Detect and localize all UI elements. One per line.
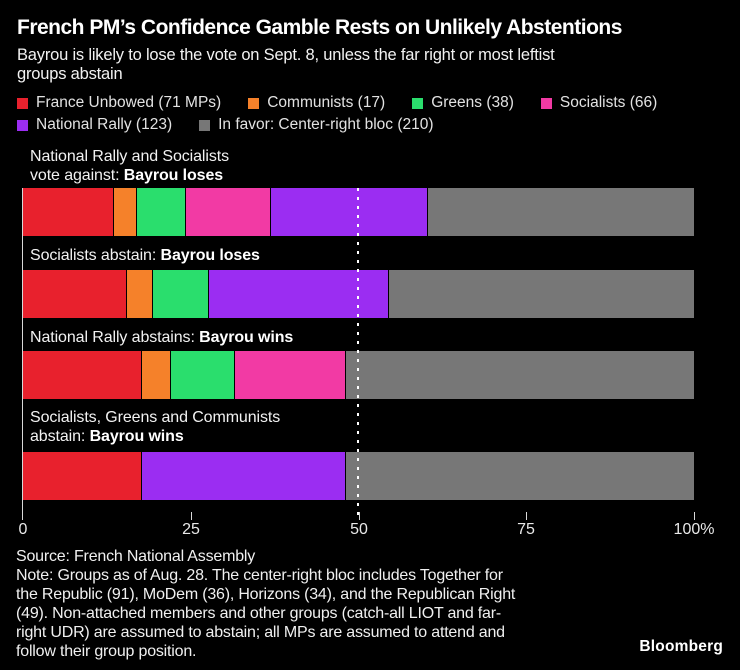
bar-segment-greens bbox=[136, 188, 185, 236]
note-line-5: follow their group position. bbox=[16, 643, 197, 660]
note-line-4: right UDR) are assumed to abstain; all M… bbox=[16, 624, 505, 641]
bar-segment-greens bbox=[171, 351, 235, 399]
bar-segment-france-unbowed bbox=[23, 270, 127, 318]
legend-label: France Unbowed (71 MPs) bbox=[36, 94, 222, 111]
subtitle-line-1: Bayrou is likely to lose the vote on Sep… bbox=[17, 46, 555, 64]
bar-segment-communists bbox=[141, 351, 170, 399]
x-axis-tick-label-25: 25 bbox=[182, 521, 200, 538]
bar-segment-france-unbowed bbox=[23, 188, 114, 236]
x-axis-tick-label-100: 100% bbox=[673, 521, 715, 538]
stacked-bar-4 bbox=[23, 452, 694, 500]
bar-segment-communists bbox=[114, 188, 136, 236]
legend-label: Greens (38) bbox=[431, 94, 514, 111]
bloomberg-logo: Bloomberg bbox=[639, 638, 723, 655]
bar-segment-national-rally bbox=[209, 270, 388, 318]
note-line-2: the Republic (91), MoDem (36), Horizons … bbox=[16, 586, 516, 603]
y-axis-line bbox=[22, 188, 23, 520]
scenario-label-1: National Rally and Socialists vote agains… bbox=[30, 148, 229, 184]
x-axis-tick-label-50: 50 bbox=[350, 521, 368, 538]
x-axis-tick-75 bbox=[526, 512, 527, 520]
stacked-bar-1 bbox=[23, 188, 694, 236]
bar-segment-center-right bbox=[346, 452, 694, 500]
bar-segment-france-unbowed bbox=[23, 351, 141, 399]
bar-segment-socialists bbox=[185, 188, 270, 236]
bar-segment-greens bbox=[152, 270, 209, 318]
bar-segment-communists bbox=[127, 270, 152, 318]
legend-item-greens: Greens (38) bbox=[412, 92, 514, 114]
x-axis-tick-50 bbox=[359, 512, 360, 520]
x-axis-tick-100 bbox=[694, 512, 695, 520]
bar-segment-france-unbowed bbox=[23, 452, 141, 500]
bar-segment-center-right bbox=[427, 188, 694, 236]
legend-item-socialists: Socialists (66) bbox=[540, 92, 658, 114]
bar-segment-socialists bbox=[235, 351, 345, 399]
legend-item-national-rally: National Rally (123) bbox=[17, 114, 172, 136]
bar-segment-national-rally bbox=[141, 452, 346, 500]
legend-swatch-icon bbox=[17, 97, 28, 109]
legend-row: National Rally (123) In favor: Center-rig… bbox=[17, 114, 657, 136]
legend-swatch-icon bbox=[199, 119, 211, 131]
scenario-label-3: National Rally abstains: Bayrou wins bbox=[30, 329, 294, 346]
x-axis-tick-label-0: 0 bbox=[18, 521, 28, 538]
legend-swatch-icon bbox=[540, 97, 552, 109]
chart-subtitle: Bayrou is likely to lose the vote on Sep… bbox=[17, 46, 555, 84]
scenario-label-2: Socialists abstain: Bayrou loses bbox=[30, 247, 260, 264]
note-line-1: Note: Groups as of Aug. 28. The center-r… bbox=[16, 567, 503, 584]
legend-swatch-icon bbox=[412, 97, 424, 109]
legend-swatch-icon bbox=[17, 119, 28, 131]
bar-segment-national-rally bbox=[270, 188, 427, 236]
stacked-bar-2 bbox=[23, 270, 694, 318]
legend-label: In favor: Center-right bloc (210) bbox=[218, 116, 434, 133]
x-axis-tick-25 bbox=[191, 512, 192, 520]
bar-segment-center-right bbox=[345, 351, 694, 399]
legend-item-communists: Communists (17) bbox=[248, 92, 385, 114]
legend: France Unbowed (71 MPs) Communists (17) Gr… bbox=[17, 92, 657, 136]
legend-row: France Unbowed (71 MPs) Communists (17) Gr… bbox=[17, 92, 657, 114]
source-line: Source: French National Assembly bbox=[16, 548, 256, 565]
page-title: French PM’s Confidence Gamble Rests on U… bbox=[17, 16, 622, 39]
legend-item-center-right: In favor: Center-right bloc (210) bbox=[199, 114, 434, 136]
subtitle-line-2: groups abstain bbox=[17, 65, 123, 83]
bar-segment-center-right bbox=[388, 270, 694, 318]
footer-notes: Source: French National Assembly Note: G… bbox=[16, 547, 515, 661]
legend-label: Communists (17) bbox=[267, 94, 386, 111]
legend-label: National Rally (123) bbox=[36, 116, 173, 133]
stacked-bar-3 bbox=[23, 351, 694, 399]
legend-label: Socialists (66) bbox=[559, 94, 658, 111]
legend-item-france-unbowed: France Unbowed (71 MPs) bbox=[17, 92, 221, 114]
legend-swatch-icon bbox=[248, 97, 260, 109]
x-axis-tick-label-75: 75 bbox=[517, 521, 535, 538]
note-line-3: (49). Non-attached members and other gro… bbox=[16, 605, 502, 622]
scenario-label-4: Socialists, Greens and Communists abstain… bbox=[30, 409, 281, 445]
fifty-percent-reference-line bbox=[357, 188, 359, 517]
